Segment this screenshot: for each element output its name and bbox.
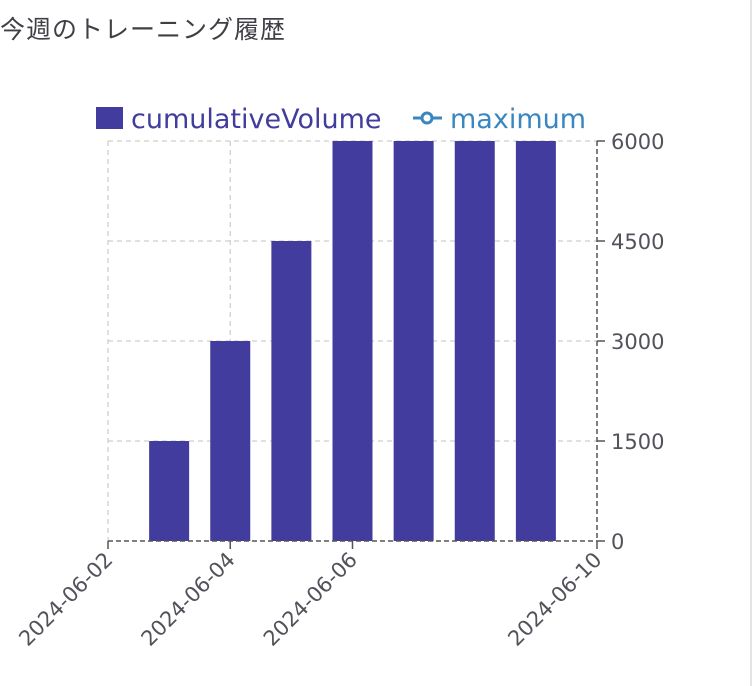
x-tick-label-3: 2024-06-10 — [503, 548, 606, 651]
y-tick-label-0: 0 — [611, 530, 624, 554]
legend-label-maximum[interactable]: maximum — [450, 104, 586, 135]
bar-2024-06-07 — [393, 141, 434, 541]
x-tick-label-0: 2024-06-02 — [14, 548, 117, 651]
bars — [149, 141, 556, 541]
bar-2024-06-05 — [271, 241, 312, 541]
x-tick-label-2: 2024-06-06 — [259, 548, 362, 651]
page-title: 今週のトレーニング履歴 — [0, 15, 287, 44]
bar-2024-06-04 — [210, 341, 251, 541]
y-tick-label-2: 3000 — [611, 330, 664, 354]
y-tick-label-4: 6000 — [611, 130, 664, 154]
bar-2024-06-09 — [515, 141, 556, 541]
legend-swatch-maximum-marker[interactable] — [420, 111, 434, 125]
scrollbar-edge — [750, 0, 752, 686]
legend-label-cumulativeVolume[interactable]: cumulativeVolume — [131, 104, 382, 135]
legend-swatch-cumulativeVolume[interactable] — [96, 107, 123, 129]
bar-2024-06-06 — [332, 141, 373, 541]
legend: cumulativeVolume maximum — [96, 104, 586, 135]
bar-2024-06-08 — [454, 141, 495, 541]
bar-2024-06-03 — [149, 441, 190, 541]
y-tick-label-1: 1500 — [611, 430, 664, 454]
x-tick-label-1: 2024-06-04 — [137, 548, 240, 651]
y-tick-label-3: 4500 — [611, 230, 664, 254]
